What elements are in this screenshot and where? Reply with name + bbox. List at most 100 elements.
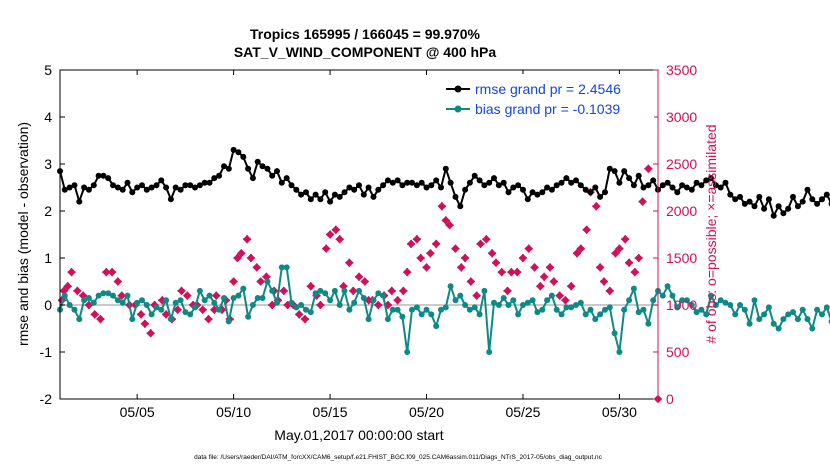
rmse-point bbox=[143, 186, 150, 193]
rmse-series bbox=[57, 146, 830, 219]
left-y-tick-label: 4 bbox=[44, 109, 52, 125]
obs-count-marker bbox=[466, 277, 476, 286]
obs-count-marker bbox=[387, 286, 397, 296]
rmse-point bbox=[283, 175, 290, 182]
left-y-tick-label: 2 bbox=[44, 203, 52, 219]
bias-point bbox=[510, 297, 517, 304]
bias-point bbox=[61, 292, 68, 299]
obs-count-marker bbox=[279, 286, 289, 296]
right-y-tick-label: 3000 bbox=[666, 109, 697, 125]
rmse-point bbox=[428, 182, 435, 189]
bias-point bbox=[688, 302, 695, 308]
bias-point bbox=[650, 297, 657, 304]
bias-point bbox=[71, 306, 78, 313]
bias-point bbox=[674, 304, 681, 311]
rmse-point bbox=[71, 182, 78, 189]
rmse-point bbox=[192, 184, 198, 191]
bias-point bbox=[95, 292, 102, 299]
bias-point bbox=[626, 297, 633, 304]
rmse-point bbox=[462, 186, 469, 193]
bias-point bbox=[804, 316, 811, 323]
rmse-point bbox=[399, 182, 406, 189]
rmse-point bbox=[129, 189, 136, 196]
rmse-point bbox=[196, 182, 203, 189]
rmse-point bbox=[761, 205, 768, 212]
bias-point bbox=[322, 290, 329, 297]
rmse-point bbox=[438, 184, 444, 191]
right-y-tick-label: 1500 bbox=[666, 250, 697, 266]
bias-point bbox=[770, 320, 777, 327]
bias-point bbox=[568, 304, 575, 311]
obs-count-marker bbox=[445, 220, 454, 230]
bias-point bbox=[413, 304, 420, 311]
bias-point bbox=[143, 302, 150, 308]
rmse-point bbox=[423, 184, 430, 191]
rmse-point bbox=[119, 186, 126, 193]
bias-point bbox=[534, 309, 541, 316]
rmse-point bbox=[582, 186, 589, 193]
chart-title-line2: SAT_V_WIND_COMPONENT @ 400 hPa bbox=[234, 44, 497, 60]
obs-count-marker bbox=[566, 281, 576, 291]
bias-point bbox=[119, 299, 126, 306]
obs-count-marker bbox=[246, 253, 256, 263]
bias-point bbox=[346, 306, 353, 313]
legend-bias-label: bias grand pr = -0.1039 bbox=[475, 101, 620, 117]
rmse-point bbox=[529, 189, 536, 196]
bias-point bbox=[365, 316, 372, 323]
rmse-point bbox=[288, 182, 295, 189]
bias-point bbox=[254, 295, 261, 301]
bias-point bbox=[259, 295, 266, 301]
rmse-point bbox=[351, 186, 358, 193]
bias-point bbox=[703, 311, 710, 318]
rmse-point bbox=[442, 165, 449, 172]
bias-point bbox=[799, 306, 806, 313]
bias-point bbox=[278, 264, 285, 271]
rmse-point bbox=[630, 182, 637, 189]
rmse-point bbox=[365, 184, 372, 191]
obs-count-marker bbox=[67, 267, 76, 277]
bias-point bbox=[283, 264, 290, 271]
bias-point bbox=[708, 292, 714, 299]
rmse-point bbox=[587, 189, 594, 196]
right-y-tick-label: 500 bbox=[666, 344, 690, 360]
bias-point bbox=[274, 299, 280, 306]
plot-area bbox=[60, 70, 658, 399]
bias-point bbox=[597, 311, 604, 318]
rmse-point bbox=[645, 182, 652, 189]
bias-point bbox=[81, 297, 88, 304]
obs-count-marker bbox=[204, 314, 213, 324]
bias-point bbox=[129, 316, 136, 323]
rmse-point bbox=[163, 184, 170, 191]
obs-count-marker bbox=[331, 225, 341, 235]
rmse-point bbox=[659, 182, 666, 189]
obs-count-marker bbox=[321, 244, 331, 253]
rmse-point bbox=[158, 177, 165, 184]
legend-rmse-marker bbox=[454, 85, 462, 93]
rmse-point bbox=[635, 172, 642, 179]
obs-count-marker bbox=[345, 258, 354, 267]
bias-point bbox=[153, 304, 160, 311]
bias-point bbox=[659, 292, 666, 299]
rmse-point bbox=[370, 193, 377, 200]
rmse-point bbox=[693, 179, 700, 186]
bias-point bbox=[679, 297, 686, 304]
bias-point bbox=[163, 297, 170, 304]
bias-point bbox=[225, 318, 232, 325]
rmse-point bbox=[520, 186, 526, 193]
obs-count-marker bbox=[595, 263, 605, 272]
rmse-point bbox=[688, 186, 695, 193]
bias-point bbox=[814, 306, 821, 313]
bias-point bbox=[76, 316, 83, 323]
bias-point bbox=[746, 320, 753, 327]
obs-count-marker bbox=[422, 263, 431, 272]
rmse-point bbox=[611, 168, 618, 175]
rmse-point bbox=[134, 184, 141, 191]
bias-point bbox=[645, 320, 652, 327]
bias-point bbox=[616, 349, 623, 355]
bias-point bbox=[727, 302, 734, 308]
obs-count-marker bbox=[451, 244, 460, 253]
legend: rmse grand pr = 2.4546 bias grand pr = -… bbox=[440, 74, 654, 120]
obs-count-marker bbox=[599, 277, 609, 286]
bias-point bbox=[520, 302, 526, 308]
rmse-point bbox=[505, 189, 512, 196]
